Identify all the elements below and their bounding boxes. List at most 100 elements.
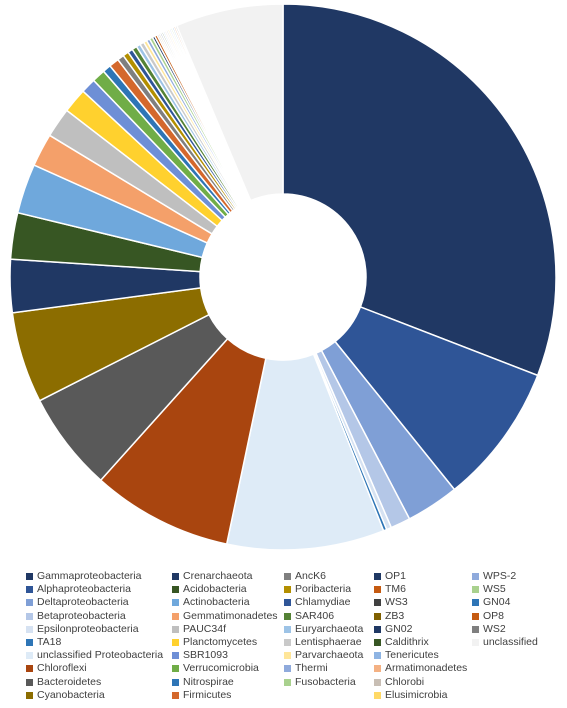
- legend-swatch: [172, 612, 179, 620]
- legend-swatch: [172, 678, 179, 686]
- legend-label: unclassified: [483, 636, 538, 648]
- legend-item: Parvarchaeota: [284, 650, 363, 661]
- legend-swatch: [284, 599, 291, 607]
- legend-label: Thermi: [295, 662, 328, 675]
- legend-swatch: [172, 586, 179, 594]
- legend-item: WS3: [374, 597, 408, 608]
- legend-swatch: [284, 612, 291, 620]
- legend-swatch: [26, 625, 33, 633]
- legend-label: Alphaproteobacteria: [37, 583, 131, 596]
- legend-item: Alphaproteobacteria: [26, 584, 131, 595]
- legend-label: Planctomycetes: [183, 636, 258, 648]
- legend-swatch: [472, 612, 479, 620]
- legend-swatch: [472, 573, 479, 580]
- legend-item: Epsilonproteobacteria: [26, 622, 139, 635]
- legend-label: SBR1093: [183, 649, 228, 662]
- legend-label: GN02: [385, 622, 413, 635]
- legend-swatch: [284, 639, 291, 646]
- legend-item: Gammaproteobacteria: [26, 571, 141, 582]
- legend-item: Lentisphaerae: [284, 637, 362, 648]
- legend-swatch: [26, 573, 33, 580]
- legend-item: Actinobacteria: [172, 597, 250, 608]
- legend-item: Acidobacteria: [172, 584, 247, 595]
- legend-label: AncK6: [295, 570, 326, 582]
- legend-swatch: [172, 691, 179, 699]
- legend-label: GN04: [483, 596, 511, 609]
- legend-item: Fusobacteria: [284, 675, 356, 688]
- legend-label: Gemmatimonadetes: [183, 609, 278, 622]
- legend-swatch: [26, 691, 33, 699]
- legend-item: TA18: [26, 637, 61, 648]
- legend-swatch: [472, 586, 479, 594]
- legend-item: Chlamydiae: [284, 597, 350, 608]
- legend-item: Elusimicrobia: [374, 688, 448, 701]
- legend-label: Chloroflexi: [37, 662, 87, 675]
- legend-label: PAUC34f: [183, 622, 226, 635]
- legend-label: Verrucomicrobia: [183, 662, 259, 675]
- slice-gammaproteobacteria: [282, 3, 557, 377]
- legend-label: Actinobacteria: [183, 596, 250, 609]
- legend-swatch: [26, 599, 33, 607]
- legend-label: Epsilonproteobacteria: [37, 622, 139, 635]
- legend-swatch: [284, 665, 291, 673]
- legend-item: WS2: [472, 622, 506, 635]
- legend-swatch: [26, 612, 33, 620]
- legend-label: Poribacteria: [295, 583, 352, 596]
- legend-label: Bacteroidetes: [37, 675, 102, 688]
- legend-label: Firmicutes: [183, 688, 232, 701]
- legend-swatch: [374, 678, 381, 686]
- legend-item: Armatimonadetes: [374, 663, 467, 674]
- legend-swatch: [374, 586, 381, 594]
- chart-legend: Gammaproteobacteria Alphaproteobacteria De…: [26, 571, 562, 703]
- legend-swatch: [284, 573, 291, 580]
- legend-item: TM6: [374, 584, 406, 595]
- legend-label: Elusimicrobia: [385, 688, 448, 701]
- legend-label: Chlorobi: [385, 675, 425, 688]
- legend-label: Tenericutes: [385, 649, 439, 662]
- legend-label: TA18: [37, 636, 62, 648]
- legend-item: ZB3: [374, 609, 405, 622]
- slice-alphaproteobacteria: [334, 305, 539, 491]
- legend-label: OP8: [483, 609, 505, 622]
- legend-label: unclassified Proteobacteria: [37, 649, 164, 662]
- legend-label: Acidobacteria: [183, 583, 247, 596]
- legend-label: Nitrospirae: [183, 675, 234, 688]
- legend-swatch: [472, 639, 479, 646]
- legend-swatch: [172, 652, 179, 660]
- legend-swatch: [374, 639, 381, 646]
- legend-label: Fusobacteria: [295, 675, 356, 688]
- legend-swatch: [374, 612, 381, 620]
- legend-swatch: [284, 652, 291, 660]
- legend-item: WS5: [472, 584, 506, 595]
- legend-label: Parvarchaeota: [295, 649, 364, 662]
- legend-item: Chloroflexi: [26, 663, 87, 674]
- legend-item: Poribacteria: [284, 584, 351, 595]
- legend-item: AncK6: [284, 571, 326, 582]
- legend-label: ZB3: [385, 609, 405, 622]
- legend-item: SAR406: [284, 610, 334, 622]
- legend-label: WS2: [483, 622, 506, 635]
- legend-swatch: [26, 639, 33, 646]
- legend-item: Chlorobi: [374, 675, 425, 688]
- legend-swatch: [472, 625, 479, 633]
- slice-unclassified-proteobacteria: [225, 353, 385, 551]
- legend-label: Deltaproteobacteria: [37, 596, 129, 609]
- legend-swatch: [172, 599, 179, 607]
- legend-label: Crenarchaeota: [183, 570, 253, 582]
- legend-swatch: [172, 573, 179, 580]
- legend-item: Tenericutes: [374, 650, 439, 661]
- legend-item: SBR1093: [172, 650, 228, 661]
- legend-item: WPS-2: [472, 571, 516, 582]
- legend-item: Betaproteobacteria: [26, 610, 126, 622]
- legend-item: GN02: [374, 622, 413, 635]
- legend-label: WS3: [385, 596, 408, 609]
- legend-label: OP1: [385, 570, 407, 582]
- legend-swatch: [172, 665, 179, 673]
- legend-swatch: [26, 586, 33, 594]
- legend-swatch: [374, 599, 381, 607]
- legend-item: GN04: [472, 597, 510, 608]
- legend-item: Planctomycetes: [172, 637, 257, 648]
- legend-swatch: [26, 652, 33, 660]
- legend-label: Cyanobacteria: [37, 688, 105, 701]
- legend-item: Deltaproteobacteria: [26, 597, 129, 608]
